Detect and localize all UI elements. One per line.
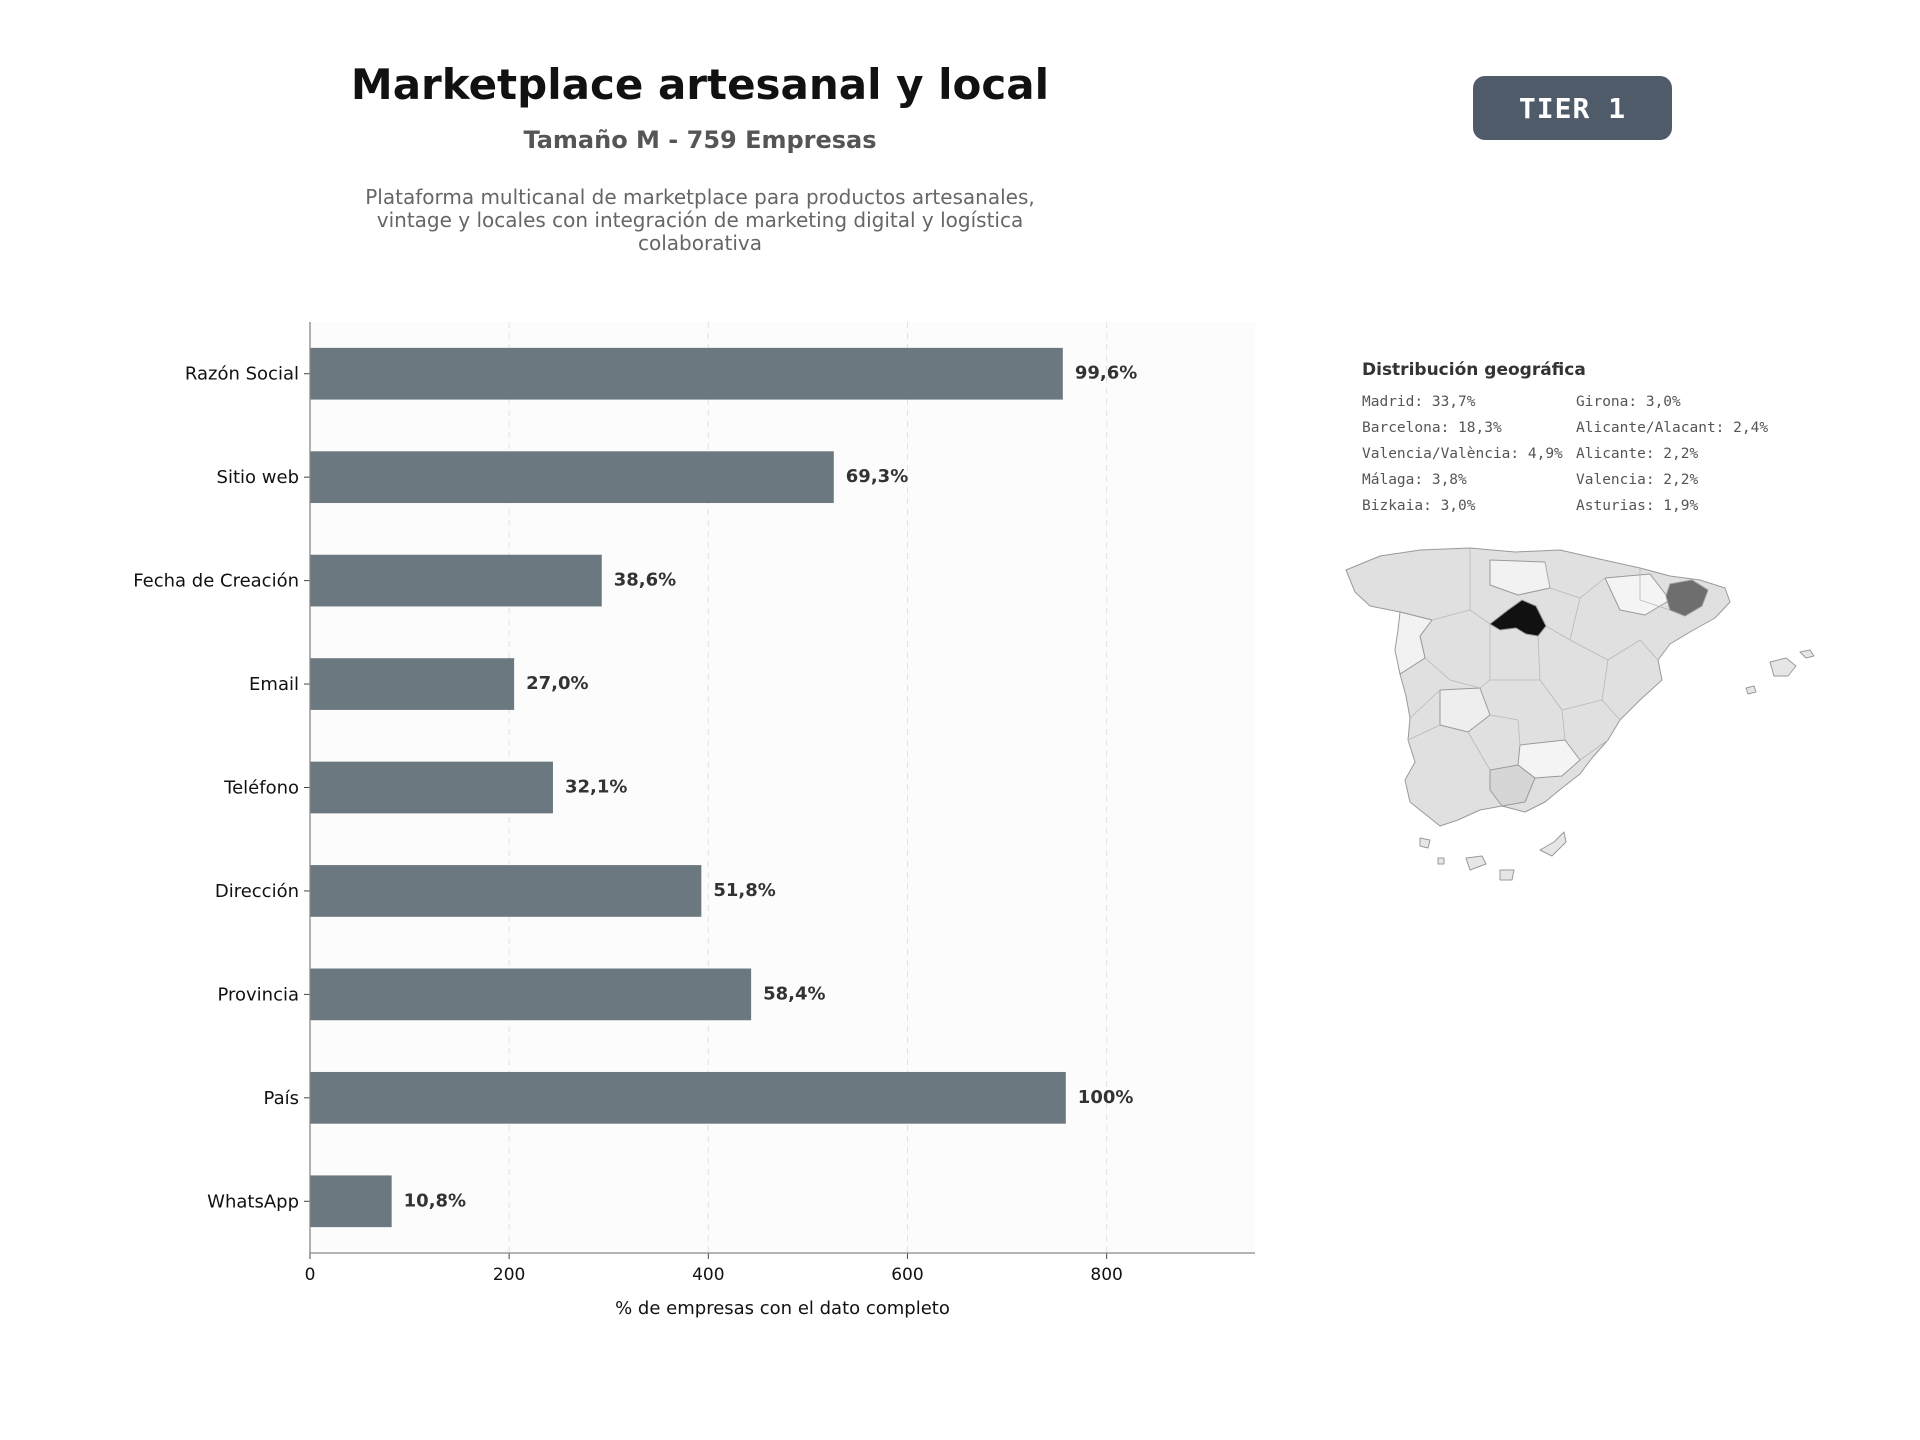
bar <box>310 347 1063 400</box>
data-label: 99,6% <box>1075 363 1137 384</box>
y-tick-label: Fecha de Creación <box>133 571 299 592</box>
spain-map <box>1345 547 1815 881</box>
data-label: 38,6% <box>614 570 676 591</box>
x-tick-label: 0 <box>305 1265 316 1285</box>
geo-item: Valencia: 2,2% <box>1576 472 1699 488</box>
map-region-madrid <box>1489 599 1547 637</box>
map-island <box>1499 869 1515 881</box>
y-tick-label: País <box>264 1088 299 1109</box>
map-region-light <box>1489 559 1551 596</box>
map-region-light <box>1439 687 1491 733</box>
y-tick-label: Dirección <box>215 881 299 902</box>
geo-list: Madrid: 33,7% Girona: 3,0% Barcelona: 18… <box>1362 392 1812 517</box>
chart-subtitle: Tamaño M - 759 Empresas <box>523 126 877 154</box>
map-island <box>1419 837 1431 849</box>
bar <box>310 761 553 814</box>
x-tick-label: 800 <box>1090 1265 1122 1285</box>
bar <box>310 658 515 710</box>
map-borders <box>1407 548 1671 771</box>
map-region-light <box>1394 611 1433 675</box>
bar <box>310 968 752 1021</box>
geo-item: Asturias: 1,9% <box>1576 498 1699 514</box>
bar <box>310 554 602 607</box>
bar <box>310 865 702 917</box>
y-tick-label: Provincia <box>217 984 299 1005</box>
data-label: 69,3% <box>846 466 908 487</box>
data-label: 27,0% <box>526 673 588 694</box>
bar-chart: 0 200 400 600 800 Razón Social 99,6% Sitio web 6… <box>133 322 1255 1319</box>
map-island <box>1437 857 1445 865</box>
map-region-mid <box>1489 764 1536 807</box>
geo-item: Girona: 3,0% <box>1576 394 1681 410</box>
x-axis-label: % de empresas con el dato completo <box>615 1298 950 1319</box>
chart-description: Plataforma multicanal de marketplace par… <box>365 185 1035 255</box>
data-label: 32,1% <box>565 777 627 798</box>
geo-item: Bizkaia: 3,0% <box>1362 498 1476 514</box>
geo-item: Valencia/València: 4,9% <box>1362 446 1563 462</box>
geo-item: Barcelona: 18,3% <box>1362 420 1502 436</box>
x-tick-label: 200 <box>493 1265 525 1285</box>
map-island <box>1769 657 1797 677</box>
map-island <box>1539 831 1567 857</box>
geo-item: Alicante: 2,2% <box>1576 446 1699 462</box>
data-label: 10,8% <box>404 1190 466 1211</box>
chart-title: Marketplace artesanal y local <box>350 60 1050 109</box>
map-island <box>1465 855 1487 871</box>
bar <box>310 1071 1066 1124</box>
bar <box>310 1175 392 1228</box>
y-tick-label: WhatsApp <box>207 1191 299 1212</box>
map-island <box>1745 685 1757 695</box>
geo-item: Alicante/Alacant: 2,4% <box>1576 420 1769 436</box>
y-tick-label: Razón Social <box>185 364 299 385</box>
geo-title: Distribución geográfica <box>1362 360 1586 380</box>
geo-item: Madrid: 33,7% <box>1362 394 1476 410</box>
geo-item: Málaga: 3,8% <box>1362 472 1467 488</box>
tier-badge: TIER 1 <box>1473 76 1672 140</box>
y-tick-label: Email <box>249 674 299 695</box>
map-region-barcelona <box>1665 579 1709 617</box>
y-tick-label: Teléfono <box>223 778 299 799</box>
map-island <box>1799 649 1815 659</box>
bar <box>310 451 834 504</box>
geo-distribution-panel: Distribución geográfica Madrid: 33,7% Gi… <box>1362 360 1812 517</box>
x-tick-label: 400 <box>692 1265 724 1285</box>
data-label: 100% <box>1078 1087 1134 1108</box>
data-label: 58,4% <box>763 983 825 1004</box>
x-tick-label: 600 <box>891 1265 923 1285</box>
y-tick-label: Sitio web <box>217 467 299 488</box>
data-label: 51,8% <box>713 880 775 901</box>
